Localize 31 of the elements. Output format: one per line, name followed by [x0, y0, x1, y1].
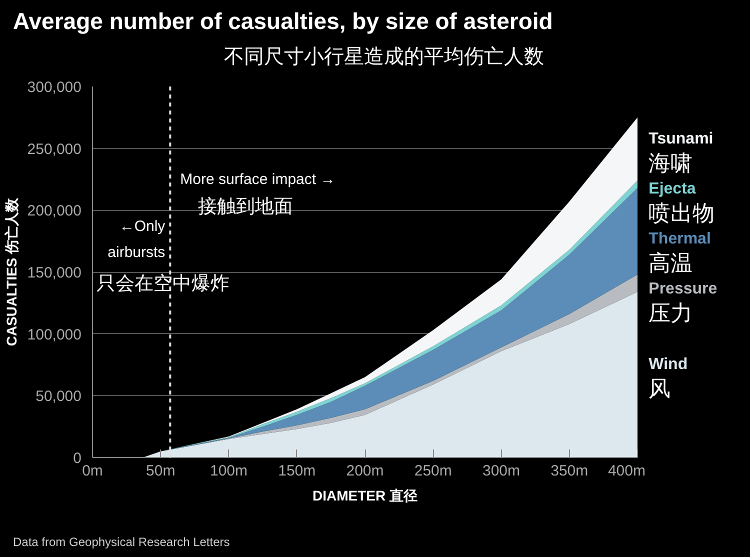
x-tick-label: 150m [278, 462, 316, 480]
y-tick-label: 200,000 [27, 202, 82, 220]
x-tick-label: 0m [82, 462, 103, 480]
annotation: 接触到地面 [198, 196, 294, 218]
series-label: Tsunami 海啸 [648, 130, 714, 176]
y-tick-label: 300,000 [27, 79, 82, 96]
x-tick-label: 400m [608, 462, 646, 480]
text: Data from Geophysical Research Letters [13, 534, 230, 551]
annotation: 只会在空中爆炸 [96, 272, 230, 294]
series-label: Thermal 高温 [648, 230, 711, 276]
chart-title: Average number of casualties, by size of asteroid [13, 7, 553, 36]
series-label: Wind 风 [648, 356, 688, 402]
x-tick-label: 200m [346, 462, 384, 480]
x-tick-label: 50m [146, 462, 176, 480]
y-tick-label: 150,000 [27, 264, 82, 282]
y-tick-label: 100,000 [27, 326, 82, 344]
y-tick-label: 50,000 [36, 388, 82, 406]
x-tick-label: 250m [414, 462, 452, 480]
y-tick-label: 250,000 [27, 140, 82, 158]
series-label: Ejecta 喷出物 [648, 180, 715, 226]
annotation: ←Only [119, 218, 166, 235]
y-tick-label: 0 [73, 450, 82, 467]
annotation: More surface impact → [180, 170, 336, 188]
x-axis-title: DIAMETER 直径 [312, 488, 418, 504]
annotation: airbursts [108, 244, 166, 262]
x-tick-label: 350m [550, 462, 588, 480]
x-tick-label: 100m [210, 462, 248, 480]
chart-subtitle: 不同尺寸小行星造成的平均伤亡人数 [224, 45, 544, 70]
y-axis-title: CASUALTIES 伤亡人数 [3, 196, 20, 346]
x-tick-label: 300m [482, 462, 520, 480]
series-label: Pressure 压力 [648, 280, 718, 326]
